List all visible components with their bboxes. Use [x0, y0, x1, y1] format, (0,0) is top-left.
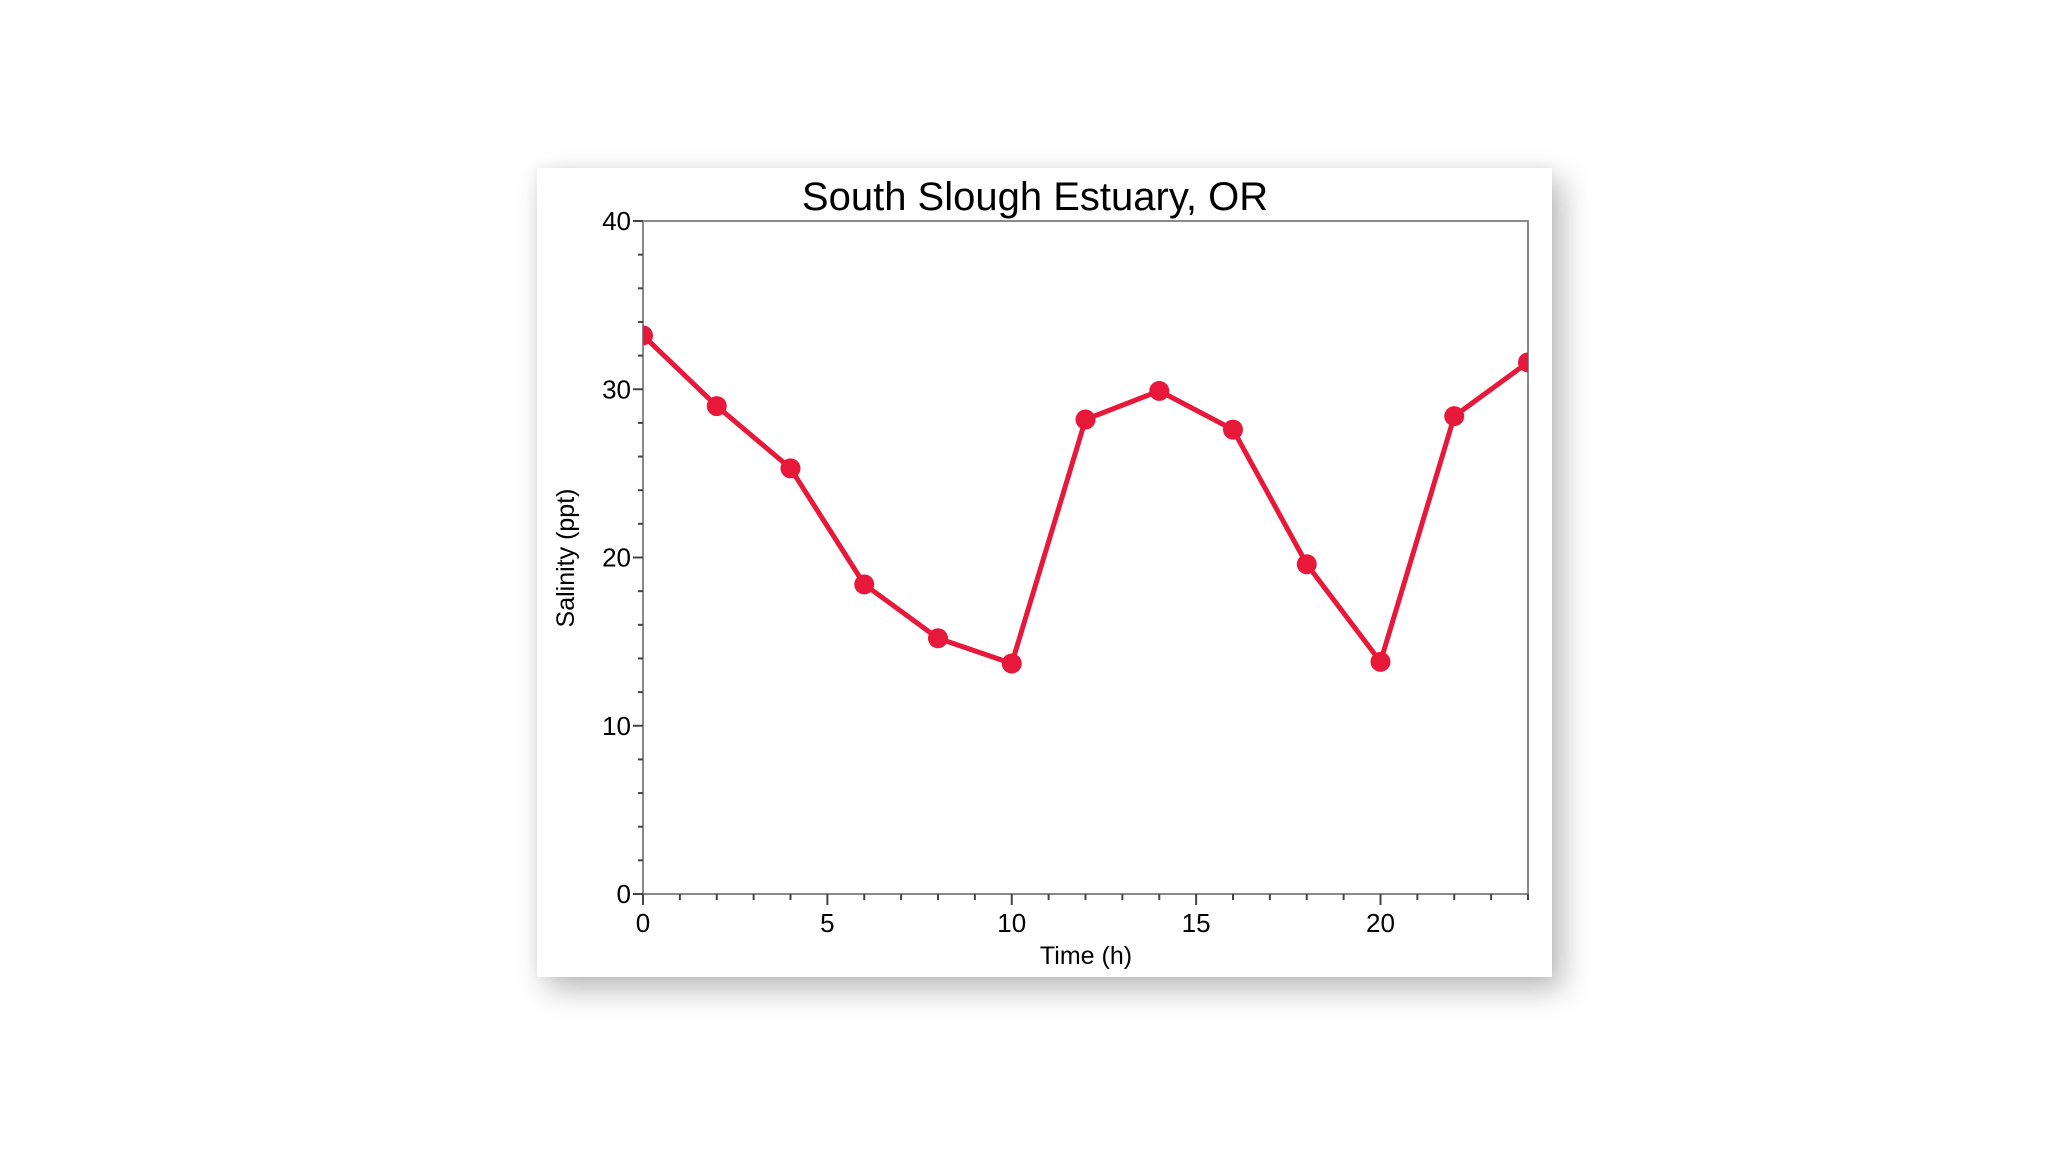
- x-tick-label: 20: [1366, 908, 1395, 938]
- y-tick-label: 20: [602, 543, 631, 573]
- data-point-marker: [780, 458, 801, 479]
- data-point-marker: [1296, 554, 1317, 575]
- y-tick-label: 30: [602, 374, 631, 404]
- chart-card: [537, 168, 1552, 977]
- plot-frame: [642, 220, 1529, 895]
- y-axis-label: Salinity (ppt): [552, 489, 580, 628]
- x-tick-label: 0: [636, 908, 650, 938]
- axes: 0 10 20 30 40 0 5 10 15 20: [602, 206, 1529, 938]
- data-point-marker: [1444, 406, 1465, 427]
- y-tick-label: 10: [602, 711, 631, 741]
- x-tick-label: 5: [820, 908, 834, 938]
- data-series: [643, 325, 1528, 674]
- data-point-marker: [928, 628, 948, 649]
- data-point-marker: [854, 574, 875, 595]
- y-tick-label: 40: [602, 206, 631, 236]
- y-tick-label: 0: [617, 879, 631, 909]
- x-tick-label: 15: [1182, 908, 1211, 938]
- data-point-marker: [1223, 419, 1243, 440]
- x-tick-label: 10: [997, 908, 1026, 938]
- data-point-marker: [1518, 352, 1528, 373]
- data-point-marker: [1370, 651, 1391, 672]
- data-point-marker: [1001, 653, 1022, 674]
- data-point-marker: [1149, 380, 1170, 401]
- series-line: [643, 332, 1528, 666]
- chart-title: South Slough Estuary, OR: [802, 175, 1268, 219]
- data-point-marker: [1075, 409, 1096, 430]
- data-point-marker: [706, 396, 727, 417]
- data-point-marker: [643, 325, 653, 346]
- x-axis-label: Time (h): [1040, 942, 1132, 970]
